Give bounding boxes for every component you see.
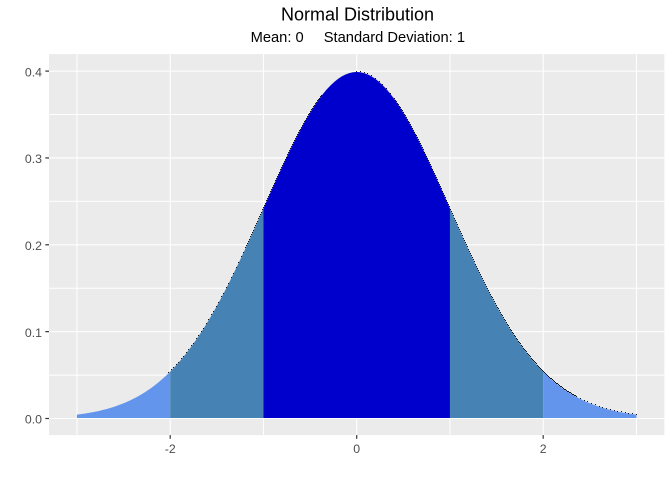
svg-text:0.2: 0.2	[25, 239, 42, 253]
svg-text:0.0: 0.0	[25, 413, 42, 427]
svg-text:Mean: 0: Mean: 0	[251, 30, 304, 46]
svg-text:0.1: 0.1	[25, 326, 42, 340]
svg-text:0.3: 0.3	[25, 152, 42, 166]
svg-text:2: 2	[540, 442, 547, 456]
svg-text:0: 0	[353, 442, 360, 456]
svg-text:Standard Deviation: 1: Standard Deviation: 1	[324, 30, 465, 46]
svg-text:0.4: 0.4	[25, 65, 42, 79]
svg-text:-2: -2	[165, 442, 176, 456]
svg-text:Normal Distribution: Normal Distribution	[281, 5, 434, 25]
